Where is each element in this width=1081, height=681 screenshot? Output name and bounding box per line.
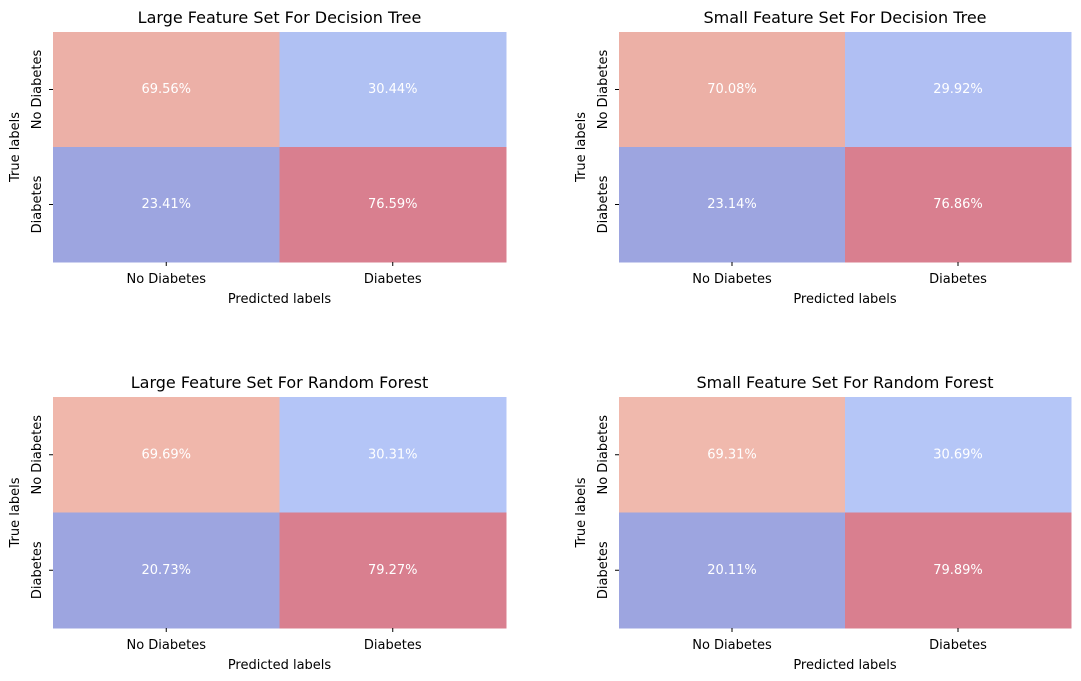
x-tick-label: No Diabetes: [692, 272, 772, 287]
chart-title: Large Feature Set For Random Forest: [131, 373, 429, 392]
heatmap-cell: [53, 147, 280, 263]
x-tick-label: Diabetes: [929, 638, 987, 653]
y-axis-label: True labels: [8, 112, 23, 183]
x-tick-label: No Diabetes: [692, 638, 772, 653]
cell-value-label: 23.41%: [141, 197, 191, 212]
cell-value-label: 20.73%: [141, 563, 191, 578]
y-tick-label: Diabetes: [596, 175, 611, 233]
heatmap-cell: [53, 512, 280, 629]
x-axis-label: Predicted labels: [793, 658, 897, 673]
cell-value-label: 29.92%: [933, 82, 983, 97]
y-tick-label: Diabetes: [30, 541, 45, 599]
cell-value-label: 76.86%: [933, 197, 983, 212]
heatmap-cell: [53, 32, 280, 148]
x-tick-label: No Diabetes: [126, 272, 206, 287]
cell-value-label: 20.11%: [707, 563, 757, 578]
cell-value-label: 79.89%: [933, 563, 983, 578]
x-tick-label: Diabetes: [364, 638, 422, 653]
heatmap-cell: [619, 512, 846, 629]
cell-value-label: 79.27%: [368, 563, 418, 578]
y-tick-label: No Diabetes: [596, 415, 611, 495]
cell-value-label: 70.08%: [707, 82, 757, 97]
cell-value-label: 23.14%: [707, 197, 757, 212]
chart-title: Small Feature Set For Random Forest: [697, 373, 994, 392]
x-tick-label: No Diabetes: [126, 638, 206, 653]
chart-title: Small Feature Set For Decision Tree: [703, 8, 986, 27]
cell-value-label: 69.56%: [141, 82, 191, 97]
cell-value-label: 30.69%: [933, 447, 983, 462]
heatmap-cell: [619, 32, 846, 148]
heatmap-cell: [845, 512, 1072, 629]
heatmap-cell: [845, 32, 1072, 148]
x-axis-label: Predicted labels: [793, 292, 897, 307]
cell-value-label: 30.31%: [368, 447, 418, 462]
cell-value-label: 76.59%: [368, 197, 418, 212]
heatmap-panel-4: 69.31% 30.69% 20.11% 79.89% Small Feature Se…: [574, 373, 1072, 673]
chart-title: Large Feature Set For Decision Tree: [138, 8, 422, 27]
y-axis-label: True labels: [574, 477, 589, 548]
heatmap-panel-2: 70.08% 29.92% 23.14% 76.86% Small Feature Se…: [574, 8, 1072, 307]
x-tick-label: Diabetes: [929, 272, 987, 287]
x-axis-label: Predicted labels: [228, 658, 332, 673]
heatmap-cell: [619, 147, 846, 263]
heatmap-panel-1: 69.56% 30.44% 23.41% 76.59% Large Feature Se…: [8, 8, 507, 307]
y-tick-label: No Diabetes: [30, 50, 45, 130]
heatmap-cell: [279, 397, 507, 513]
x-tick-label: Diabetes: [364, 272, 422, 287]
y-tick-label: No Diabetes: [596, 50, 611, 130]
cell-value-label: 69.69%: [141, 447, 191, 462]
heatmap-cell: [279, 512, 507, 629]
heatmap-cell: [845, 397, 1072, 513]
y-tick-label: Diabetes: [30, 175, 45, 233]
y-tick-label: Diabetes: [596, 541, 611, 599]
heatmap-cell: [845, 147, 1072, 263]
y-tick-label: No Diabetes: [30, 415, 45, 495]
x-axis-label: Predicted labels: [228, 292, 332, 307]
cell-value-label: 30.44%: [368, 82, 418, 97]
heatmap-panel-3: 69.69% 30.31% 20.73% 79.27% Large Feature Se…: [8, 373, 507, 673]
cell-value-label: 69.31%: [707, 447, 757, 462]
y-axis-label: True labels: [574, 112, 589, 183]
y-axis-label: True labels: [8, 477, 23, 548]
heatmap-cell: [619, 397, 846, 513]
heatmap-cell: [279, 32, 507, 148]
heatmap-cell: [279, 147, 507, 263]
heatmap-cell: [53, 397, 280, 513]
